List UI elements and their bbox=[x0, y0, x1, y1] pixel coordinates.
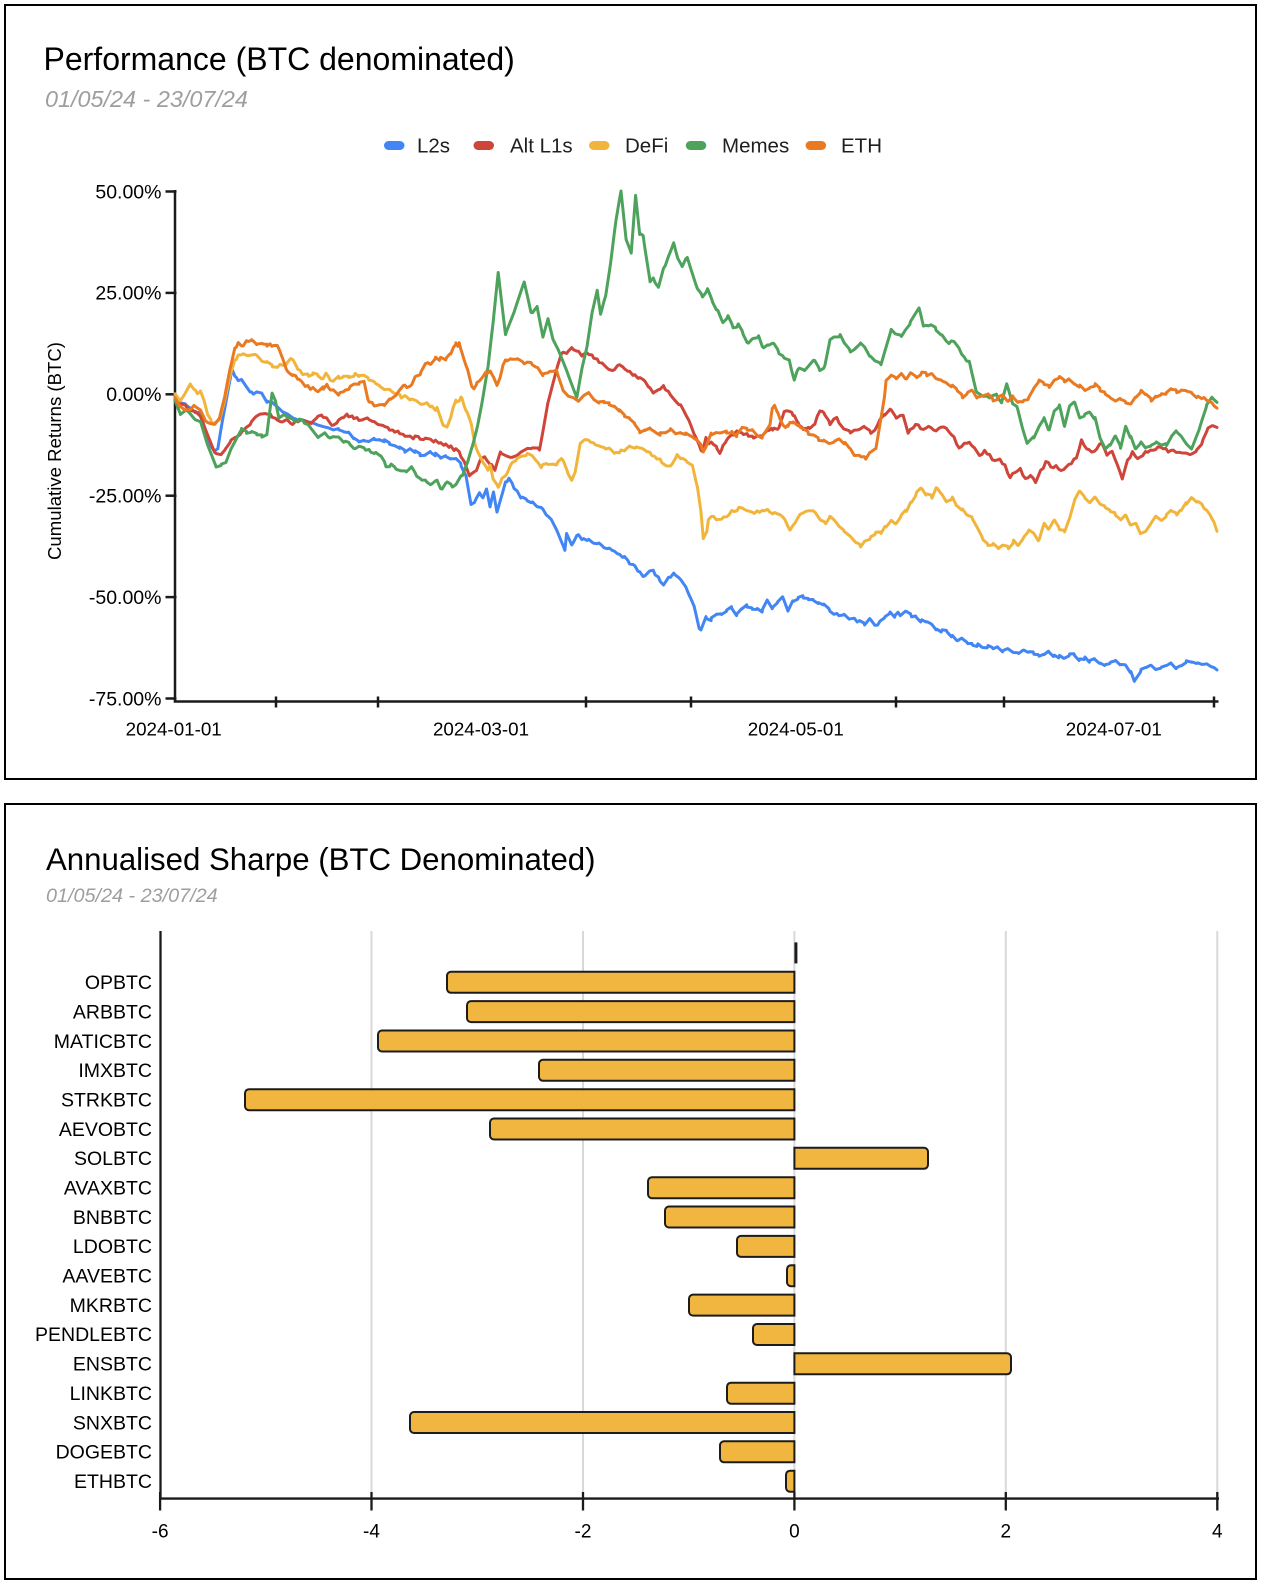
svg-text:ETH: ETH bbox=[841, 135, 882, 158]
svg-text:IMXBTC: IMXBTC bbox=[78, 1060, 152, 1082]
svg-text:-2: -2 bbox=[575, 1522, 592, 1543]
svg-text:DOGEBTC: DOGEBTC bbox=[56, 1442, 152, 1464]
svg-text:MATICBTC: MATICBTC bbox=[54, 1031, 152, 1053]
svg-text:-6: -6 bbox=[152, 1522, 169, 1543]
svg-text:OPBTC: OPBTC bbox=[85, 972, 152, 994]
svg-text:BNBBTC: BNBBTC bbox=[73, 1207, 152, 1229]
svg-text:-75.00%: -75.00% bbox=[89, 688, 162, 710]
svg-text:2024-05-01: 2024-05-01 bbox=[748, 719, 844, 740]
svg-text:LINKBTC: LINKBTC bbox=[70, 1383, 152, 1405]
svg-text:2: 2 bbox=[1001, 1522, 1012, 1543]
svg-text:SNXBTC: SNXBTC bbox=[73, 1412, 152, 1434]
svg-text:50.00%: 50.00% bbox=[95, 181, 161, 203]
svg-text:SOLBTC: SOLBTC bbox=[74, 1148, 152, 1170]
svg-text:-25.00%: -25.00% bbox=[89, 486, 162, 508]
svg-text:MKRBTC: MKRBTC bbox=[70, 1295, 152, 1317]
svg-text:-4: -4 bbox=[363, 1522, 380, 1543]
svg-text:2024-07-01: 2024-07-01 bbox=[1066, 719, 1162, 740]
svg-text:0: 0 bbox=[789, 1522, 800, 1543]
svg-text:ENSBTC: ENSBTC bbox=[73, 1354, 152, 1376]
svg-text:25.00%: 25.00% bbox=[95, 283, 161, 305]
svg-text:2024-01-01: 2024-01-01 bbox=[126, 719, 222, 740]
svg-text:ETHBTC: ETHBTC bbox=[74, 1471, 152, 1493]
svg-text:STRKBTC: STRKBTC bbox=[61, 1090, 152, 1112]
svg-text:PENDLEBTC: PENDLEBTC bbox=[35, 1324, 152, 1346]
svg-text:2024-03-01: 2024-03-01 bbox=[433, 719, 529, 740]
svg-text:L2s: L2s bbox=[417, 135, 450, 158]
svg-text:AVAXBTC: AVAXBTC bbox=[64, 1178, 152, 1200]
svg-text:0.00%: 0.00% bbox=[106, 384, 161, 406]
svg-text:LDOBTC: LDOBTC bbox=[73, 1236, 152, 1258]
svg-text:-50.00%: -50.00% bbox=[89, 587, 162, 609]
svg-text:DeFi: DeFi bbox=[625, 135, 668, 158]
svg-text:Memes: Memes bbox=[722, 135, 789, 158]
svg-text:4: 4 bbox=[1212, 1522, 1223, 1543]
svg-text:AAVEBTC: AAVEBTC bbox=[62, 1266, 152, 1288]
svg-text:ARBBTC: ARBBTC bbox=[73, 1001, 152, 1023]
svg-text:AEVOBTC: AEVOBTC bbox=[59, 1119, 152, 1141]
svg-text:Alt L1s: Alt L1s bbox=[510, 135, 573, 158]
